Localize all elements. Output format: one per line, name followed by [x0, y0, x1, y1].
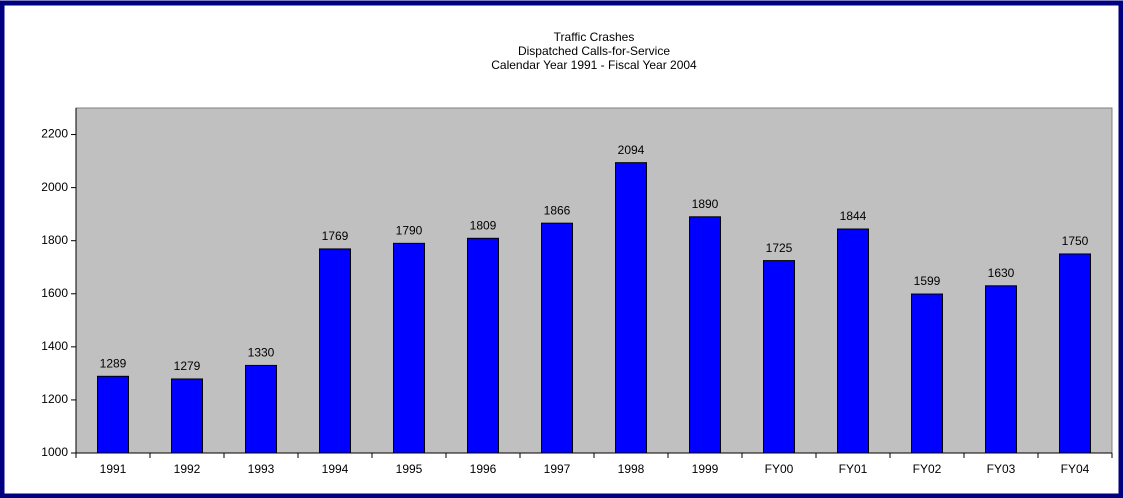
data-label: 1279: [174, 359, 201, 373]
y-tick-label: 2200: [41, 127, 68, 141]
chart-subtitle: Dispatched Calls-for-Service: [518, 44, 670, 58]
data-label: 1599: [914, 274, 941, 288]
bar: [763, 260, 795, 454]
bar: [837, 228, 869, 454]
bar: [97, 375, 129, 454]
x-tick-label: 1995: [396, 462, 423, 476]
bar: [1059, 253, 1091, 454]
chart-subtitle: Calendar Year 1991 - Fiscal Year 2004: [491, 58, 697, 72]
bar: [393, 242, 425, 454]
x-tick-label: 1998: [618, 462, 645, 476]
x-tick-label: 1993: [248, 462, 275, 476]
y-tick-label: 2000: [41, 180, 68, 194]
y-tick-label: 1200: [41, 392, 68, 406]
y-tick-label: 1400: [41, 339, 68, 353]
bar: [171, 378, 203, 454]
data-label: 1630: [988, 266, 1015, 280]
x-tick-label: FY03: [987, 462, 1016, 476]
x-tick-label: 1996: [470, 462, 497, 476]
bar: [689, 216, 721, 454]
x-tick-label: FY01: [839, 462, 868, 476]
x-tick-label: FY00: [765, 462, 794, 476]
chart-title: Traffic Crashes: [554, 30, 635, 44]
bar: [911, 293, 943, 454]
x-tick-label: FY02: [913, 462, 942, 476]
data-label: 2094: [618, 143, 645, 157]
bar: [615, 162, 647, 454]
data-label: 1809: [470, 218, 497, 232]
x-tick-label: FY04: [1061, 462, 1090, 476]
data-label: 1750: [1062, 234, 1089, 248]
bar: [541, 222, 573, 454]
data-label: 1866: [544, 203, 571, 217]
x-tick-label: 1992: [174, 462, 201, 476]
x-tick-label: 1991: [100, 462, 127, 476]
y-tick-label: 1600: [41, 286, 68, 300]
data-label: 1844: [840, 209, 867, 223]
data-label: 1330: [248, 346, 275, 360]
data-label: 1890: [692, 197, 719, 211]
bar: [319, 248, 351, 454]
x-tick-label: 1994: [322, 462, 349, 476]
x-tick-label: 1997: [544, 462, 571, 476]
data-label: 1769: [322, 229, 349, 243]
y-tick-label: 1800: [41, 233, 68, 247]
bar: [245, 364, 277, 454]
data-label: 1790: [396, 224, 423, 238]
y-tick-label: 1000: [41, 445, 68, 459]
plot-area: [75, 107, 1113, 454]
bar: [985, 285, 1017, 454]
data-label: 1725: [766, 241, 793, 255]
x-tick-label: 1999: [692, 462, 719, 476]
bar: [467, 237, 499, 454]
data-label: 1289: [100, 356, 127, 370]
